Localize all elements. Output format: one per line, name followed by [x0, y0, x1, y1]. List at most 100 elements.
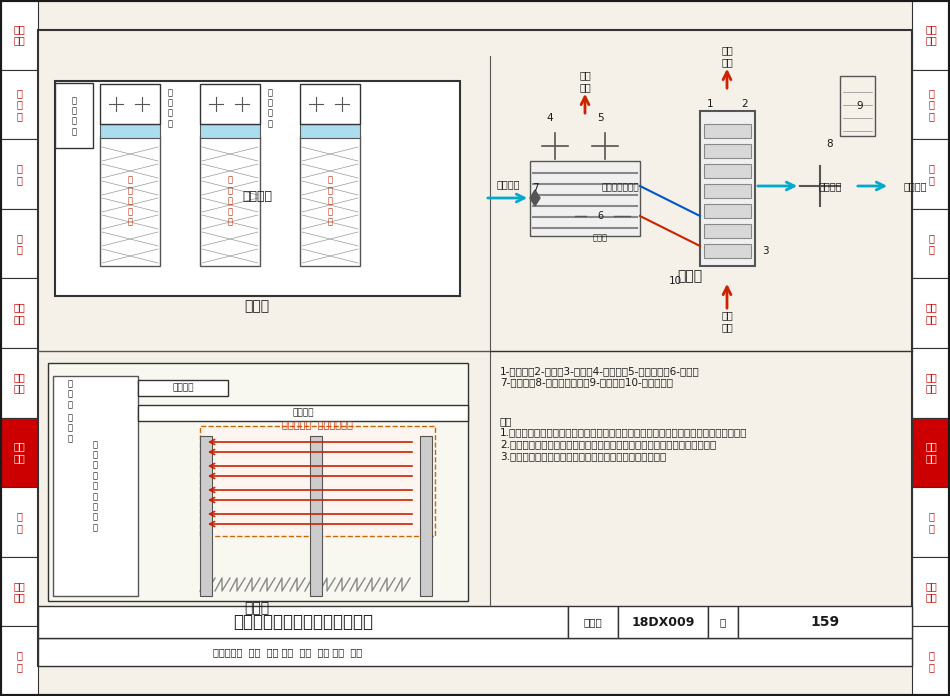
Text: 封
闭
热
通
道: 封 闭 热 通 道: [127, 175, 132, 226]
Text: 审核统筹华  制图  校对 戴兵  关心  设计 张智  强管: 审核统筹华 制图 校对 戴兵 关心 设计 张智 强管: [214, 647, 363, 657]
Text: 室外
出风: 室外 出风: [580, 70, 591, 92]
Text: 2: 2: [742, 99, 749, 109]
Bar: [568, 606, 618, 638]
Text: 供
配
电: 供 配 电: [16, 88, 22, 121]
Bar: [0, 70, 38, 139]
Bar: [200, 426, 435, 536]
Bar: [618, 606, 708, 638]
Bar: [138, 380, 228, 396]
Polygon shape: [530, 190, 540, 206]
Bar: [840, 76, 875, 136]
Text: 消
防: 消 防: [928, 511, 934, 533]
Bar: [704, 124, 751, 138]
Bar: [530, 161, 640, 236]
Text: 室内
回风: 室内 回风: [721, 310, 732, 332]
Bar: [704, 204, 751, 218]
Text: 1-接水盘；2-水泵；3-管管；4-冲调器；5-冲调风机；6-压缩机
7-膨胀阀；8-室内循环风机；9-蒸发器；10-空气过滤器: 1-接水盘；2-水泵；3-管管；4-冲调器；5-冲调风机；6-压缩机 7-膨胀阀…: [500, 366, 700, 388]
Bar: [0, 487, 38, 557]
Bar: [912, 278, 950, 348]
Text: 热通道封闭  热风集中排台: 热通道封闭 热风集中排台: [281, 419, 352, 429]
Text: 9: 9: [857, 101, 864, 111]
Text: 直
接
自
然
冷
却
型
空
调: 直 接 自 然 冷 却 型 空 调: [92, 440, 98, 532]
Bar: [0, 348, 38, 418]
Text: 7: 7: [532, 183, 539, 193]
Text: 室外进风: 室外进风: [496, 179, 520, 189]
Bar: [38, 606, 568, 638]
Bar: [912, 626, 950, 696]
Text: 消
防: 消 防: [16, 511, 22, 533]
Text: 1: 1: [707, 99, 713, 109]
Text: 封
闭
热
通
道: 封 闭 热 通 道: [328, 175, 332, 226]
Bar: [0, 557, 38, 626]
Bar: [420, 436, 432, 596]
Text: 10: 10: [669, 276, 681, 286]
Bar: [200, 124, 260, 138]
Circle shape: [537, 128, 573, 164]
Text: 工程
示例: 工程 示例: [925, 580, 937, 603]
Text: 室内送风: 室内送风: [818, 181, 842, 191]
Bar: [912, 0, 950, 70]
Text: 159: 159: [810, 615, 840, 629]
Bar: [912, 557, 950, 626]
Text: 室内
送风: 室内 送风: [721, 45, 732, 67]
Text: 剖面图: 剖面图: [244, 601, 270, 615]
Text: 页: 页: [720, 617, 726, 627]
Bar: [912, 139, 950, 209]
Bar: [200, 136, 260, 266]
Text: 直接自然冷却型空调系统示意图: 直接自然冷却型空调系统示意图: [233, 613, 373, 631]
Text: 附
录: 附 录: [16, 650, 22, 672]
Text: 排
风
间: 排 风 间: [67, 379, 72, 409]
Text: 建筑
结构: 建筑 结构: [925, 24, 937, 46]
Bar: [704, 244, 751, 258]
Bar: [300, 136, 360, 266]
Bar: [100, 84, 160, 124]
Text: 回风风管: 回风风管: [172, 383, 194, 393]
Bar: [912, 209, 950, 278]
Text: 网络
布线: 网络 布线: [925, 302, 937, 324]
Text: 平面图: 平面图: [244, 299, 270, 313]
Bar: [912, 418, 950, 487]
Text: 监
控: 监 控: [928, 232, 934, 255]
Bar: [0, 418, 38, 487]
Circle shape: [587, 128, 623, 164]
Text: 送风风管: 送风风管: [293, 409, 314, 418]
Bar: [200, 436, 212, 596]
Bar: [0, 139, 38, 209]
Text: 送
风
风
管: 送 风 风 管: [71, 96, 77, 136]
Bar: [0, 0, 38, 70]
Bar: [0, 278, 38, 348]
Bar: [300, 124, 360, 138]
Text: 图集号: 图集号: [583, 617, 602, 627]
Bar: [700, 111, 755, 266]
Text: 制冷剂循环方向: 制冷剂循环方向: [601, 184, 638, 193]
Bar: [704, 184, 751, 198]
Text: 附
录: 附 录: [928, 650, 934, 672]
Text: 回
风
间: 回 风 间: [67, 413, 72, 443]
Bar: [738, 606, 912, 638]
Bar: [704, 164, 751, 178]
Text: 回
风
风
管: 回 风 风 管: [268, 88, 273, 128]
Text: 压缩机: 压缩机: [593, 233, 607, 242]
Text: 注：
1.本图为直接自然冷却系统布置示意图，布置方式为数据中心外侧面布置，风管送回风。
2.数据中心采用冷热通道布局，热通道封闭，天花吊顶作为热通道回风夹层。
: 注： 1.本图为直接自然冷却系统布置示意图，布置方式为数据中心外侧面布置，风管送…: [500, 416, 748, 461]
Text: 6: 6: [597, 211, 603, 221]
Text: 5: 5: [597, 113, 603, 123]
Bar: [708, 606, 738, 638]
Text: 电磁
屏蔽: 电磁 屏蔽: [13, 372, 25, 394]
Bar: [55, 81, 460, 296]
Text: 空气
调节: 空气 调节: [13, 441, 25, 464]
Text: 3: 3: [762, 246, 769, 256]
Text: 工程
示例: 工程 示例: [13, 580, 25, 603]
Bar: [53, 376, 138, 596]
Text: 数据中心: 数据中心: [242, 189, 272, 203]
Bar: [300, 84, 360, 124]
Bar: [912, 487, 950, 557]
Bar: [138, 405, 468, 421]
Text: 网络
布线: 网络 布线: [13, 302, 25, 324]
Bar: [912, 348, 950, 418]
Bar: [0, 209, 38, 278]
Bar: [100, 136, 160, 266]
Text: 监
控: 监 控: [16, 232, 22, 255]
Bar: [100, 124, 160, 138]
Text: 回
风
风
管: 回 风 风 管: [167, 88, 173, 128]
Text: 4: 4: [546, 113, 553, 123]
